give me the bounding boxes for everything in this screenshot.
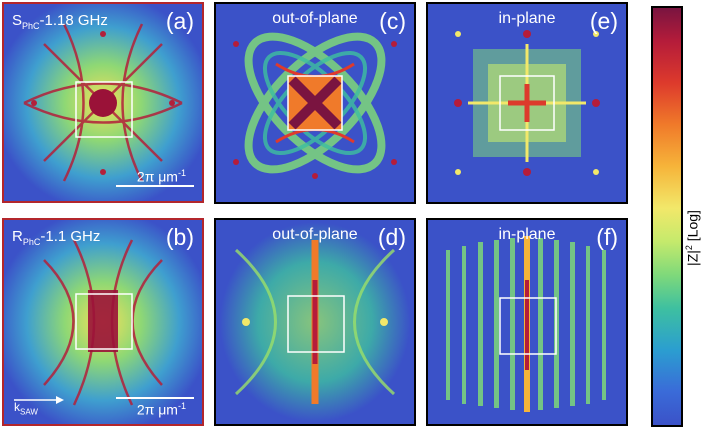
colorbar-label: |Z|2 [Log]: [684, 210, 701, 266]
panel-f-letter: (f): [596, 224, 618, 250]
panel-e-title: in-plane: [498, 10, 556, 27]
panel-d-title: out-of-plane: [272, 226, 358, 243]
colorbar: [651, 6, 683, 427]
panel-e-simulated: in-plane (e): [426, 2, 628, 204]
panel-b-measured: RPhC-1.1 GHz (b) kSAW 2π μm-1: [2, 218, 204, 426]
panel-a-image: [4, 4, 202, 201]
panel-f-image: [428, 220, 626, 424]
panel-e-image: [428, 4, 626, 202]
panel-f-title: in-plane: [498, 226, 556, 243]
panel-b-letter: (b): [165, 224, 194, 250]
panel-c-title: out-of-plane: [272, 10, 358, 27]
panel-e-letter: (e): [589, 8, 618, 34]
panel-b-image: [4, 220, 202, 424]
panel-d-letter: (d): [377, 224, 406, 250]
panel-c-letter: (c): [379, 8, 406, 34]
panel-b-ksaw-label: kSAW: [14, 399, 38, 416]
panel-a-letter: (a): [165, 8, 194, 34]
panel-d-simulated: out-of-plane (d): [214, 218, 416, 426]
panel-a-frequency-label: SPhC-1.18 GHz: [12, 12, 108, 31]
panel-c-simulated: out-of-plane (c): [214, 2, 416, 204]
panel-a-scale-bar-label: 2π μm-1: [136, 168, 186, 185]
panel-b-scale-bar-label: 2π μm-1: [136, 401, 186, 418]
panel-f-simulated: in-plane (f): [426, 218, 628, 426]
panel-d-image: [216, 220, 414, 424]
panel-c-image: [216, 4, 414, 202]
panel-b-frequency-label: RPhC-1.1 GHz: [12, 228, 101, 247]
panel-a-measured: SPhC-1.18 GHz (a) 2π μm-1: [2, 2, 204, 203]
